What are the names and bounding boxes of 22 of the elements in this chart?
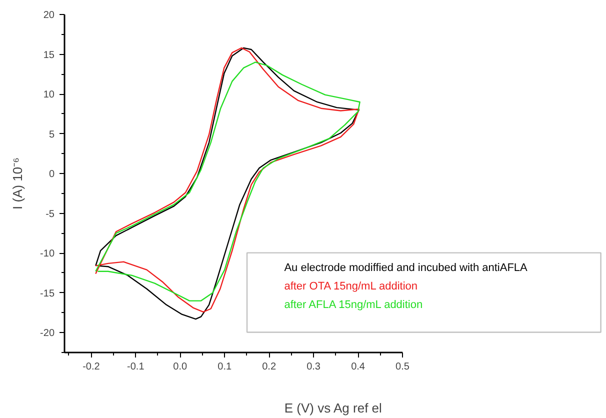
y-axis-title: I (A) 10⁻⁶: [10, 158, 26, 210]
text: Au electrode modiffied and incubed with antiAFLA: [284, 262, 528, 274]
y-tick-label: 10: [43, 90, 55, 101]
x-tick-label: 0.0: [173, 362, 188, 372]
x-tick-label: 0.5: [396, 362, 410, 372]
y-tick-label: 5: [48, 129, 55, 140]
y-tick-label: 0: [48, 169, 55, 180]
y-tick-label: 15: [43, 50, 55, 61]
text: after OTA 15ng/mL addition: [284, 280, 418, 293]
text: after AFLA 15ng/mL addition: [284, 299, 423, 312]
x-tick-label: 0.1: [218, 362, 232, 372]
x-tick-label: -0.1: [127, 362, 145, 372]
y-tick-label: -5: [46, 208, 55, 220]
y-tick-label: -10: [40, 248, 55, 260]
x-axis-title: E (V) vs Ag ref el: [284, 400, 382, 416]
x-tick-label: -0.2: [82, 362, 100, 372]
y-tick-label: 20: [43, 10, 55, 21]
x-tick-label: 0.2: [262, 362, 276, 372]
y-tick-label: -15: [40, 288, 55, 300]
x-tick-label: 0.4: [351, 362, 366, 372]
y-tick-label: -20: [40, 328, 55, 340]
x-tick-label: 0.3: [306, 362, 321, 372]
